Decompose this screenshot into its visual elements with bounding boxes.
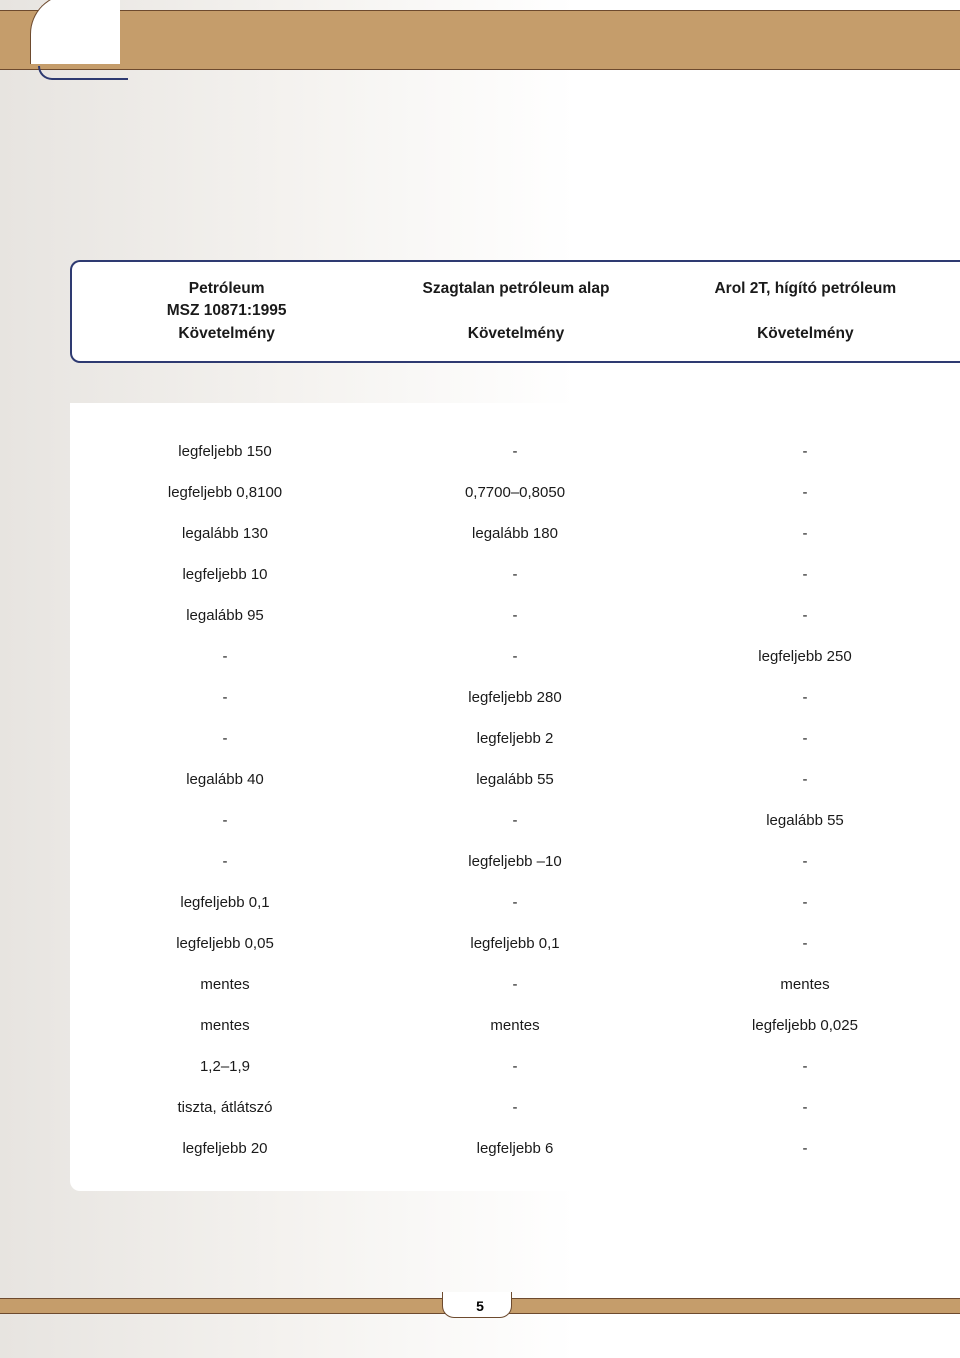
- col1-sub1: MSZ 10871:1995: [167, 302, 287, 319]
- table-header: Petróleum MSZ 10871:1995 Követelmény Sza…: [82, 278, 950, 345]
- table-cell: -: [660, 472, 950, 513]
- table-cell: -: [80, 800, 370, 841]
- table-cell: legfeljebb 2: [370, 718, 660, 759]
- table-cell: -: [660, 513, 950, 554]
- table-row: legfeljebb 20legfeljebb 6-: [80, 1128, 950, 1169]
- table-cell: -: [370, 636, 660, 677]
- main-content: Petróleum MSZ 10871:1995 Követelmény Sza…: [70, 260, 960, 1191]
- table-cell: -: [370, 431, 660, 472]
- table-cell: legfeljebb 20: [80, 1128, 370, 1169]
- table-row: --legfeljebb 250: [80, 636, 950, 677]
- table-cell: legalább 95: [80, 595, 370, 636]
- top-curve-shadow: [38, 66, 128, 80]
- table-cell: -: [660, 1087, 950, 1128]
- table-cell: legfeljebb 0,05: [80, 923, 370, 964]
- table-cell: -: [660, 759, 950, 800]
- table-cell: -: [370, 554, 660, 595]
- table-cell: 0,7700–0,8050: [370, 472, 660, 513]
- table-cell: -: [80, 636, 370, 677]
- col3-sub2: Követelmény: [757, 325, 853, 342]
- table-cell: -: [370, 800, 660, 841]
- table-cell: legfeljebb 6: [370, 1128, 660, 1169]
- table-cell: -: [370, 595, 660, 636]
- table-cell: legalább 40: [80, 759, 370, 800]
- table-cell: -: [370, 882, 660, 923]
- col1-title: Petróleum: [189, 280, 265, 297]
- table-row: legalább 40legalább 55-: [80, 759, 950, 800]
- table-cell: -: [80, 841, 370, 882]
- table-cell: legfeljebb 0,8100: [80, 472, 370, 513]
- data-table: legfeljebb 150--legfeljebb 0,81000,7700–…: [80, 431, 950, 1169]
- table-cell: legfeljebb 0,1: [80, 882, 370, 923]
- table-row: -legfeljebb –10-: [80, 841, 950, 882]
- table-row: -legfeljebb 2-: [80, 718, 950, 759]
- table-cell: legfeljebb –10: [370, 841, 660, 882]
- table-row: legfeljebb 0,05legfeljebb 0,1-: [80, 923, 950, 964]
- col2-title: Szagtalan petróleum alap: [423, 280, 610, 297]
- col3-title: Arol 2T, hígító petróleum: [714, 280, 896, 297]
- table-cell: -: [660, 1046, 950, 1087]
- table-cell: -: [80, 718, 370, 759]
- table-row: legfeljebb 150--: [80, 431, 950, 472]
- table-cell: -: [660, 595, 950, 636]
- table-cell: legfeljebb 150: [80, 431, 370, 472]
- table-cell: legalább 55: [660, 800, 950, 841]
- table-cell: -: [660, 554, 950, 595]
- table-cell: -: [660, 1128, 950, 1169]
- table-cell: mentes: [80, 964, 370, 1005]
- table-header-frame: Petróleum MSZ 10871:1995 Követelmény Sza…: [70, 260, 960, 363]
- table-cell: -: [660, 718, 950, 759]
- table-cell: legfeljebb 250: [660, 636, 950, 677]
- table-row: tiszta, átlátszó--: [80, 1087, 950, 1128]
- top-curve-cutout: [30, 0, 120, 64]
- col2-sub2: Követelmény: [468, 325, 564, 342]
- table-body-frame: legfeljebb 150--legfeljebb 0,81000,7700–…: [70, 403, 960, 1191]
- table-row: -legfeljebb 280-: [80, 677, 950, 718]
- table-cell: legalább 180: [370, 513, 660, 554]
- table-cell: -: [370, 1087, 660, 1128]
- page-number: 5: [0, 1298, 960, 1314]
- table-cell: legfeljebb 0,025: [660, 1005, 950, 1046]
- table-cell: -: [660, 882, 950, 923]
- table-row: legfeljebb 10--: [80, 554, 950, 595]
- table-cell: mentes: [370, 1005, 660, 1046]
- table-row: legfeljebb 0,1--: [80, 882, 950, 923]
- table-cell: mentes: [660, 964, 950, 1005]
- table-cell: legalább 130: [80, 513, 370, 554]
- table-row: legfeljebb 0,81000,7700–0,8050-: [80, 472, 950, 513]
- col-header-1: Petróleum MSZ 10871:1995 Követelmény: [82, 278, 371, 345]
- table-cell: legalább 55: [370, 759, 660, 800]
- col-header-2: Szagtalan petróleum alap Követelmény: [371, 278, 660, 345]
- table-cell: -: [370, 1046, 660, 1087]
- table-cell: tiszta, átlátszó: [80, 1087, 370, 1128]
- table-cell: -: [660, 431, 950, 472]
- table-row: 1,2–1,9--: [80, 1046, 950, 1087]
- table-cell: legfeljebb 0,1: [370, 923, 660, 964]
- table-cell: -: [660, 923, 950, 964]
- top-decorative-band: [0, 10, 960, 70]
- table-row: legalább 130legalább 180-: [80, 513, 950, 554]
- table-row: mentes-mentes: [80, 964, 950, 1005]
- table-cell: legfeljebb 10: [80, 554, 370, 595]
- table-row: --legalább 55: [80, 800, 950, 841]
- table-cell: -: [660, 841, 950, 882]
- table-cell: -: [80, 677, 370, 718]
- col1-sub2: Követelmény: [178, 325, 274, 342]
- table-cell: 1,2–1,9: [80, 1046, 370, 1087]
- table-cell: -: [370, 964, 660, 1005]
- table-row: legalább 95--: [80, 595, 950, 636]
- table-cell: legfeljebb 280: [370, 677, 660, 718]
- table-cell: mentes: [80, 1005, 370, 1046]
- table-cell: -: [660, 677, 950, 718]
- table-row: mentesmenteslegfeljebb 0,025: [80, 1005, 950, 1046]
- col-header-3: Arol 2T, hígító petróleum Követelmény: [661, 278, 950, 345]
